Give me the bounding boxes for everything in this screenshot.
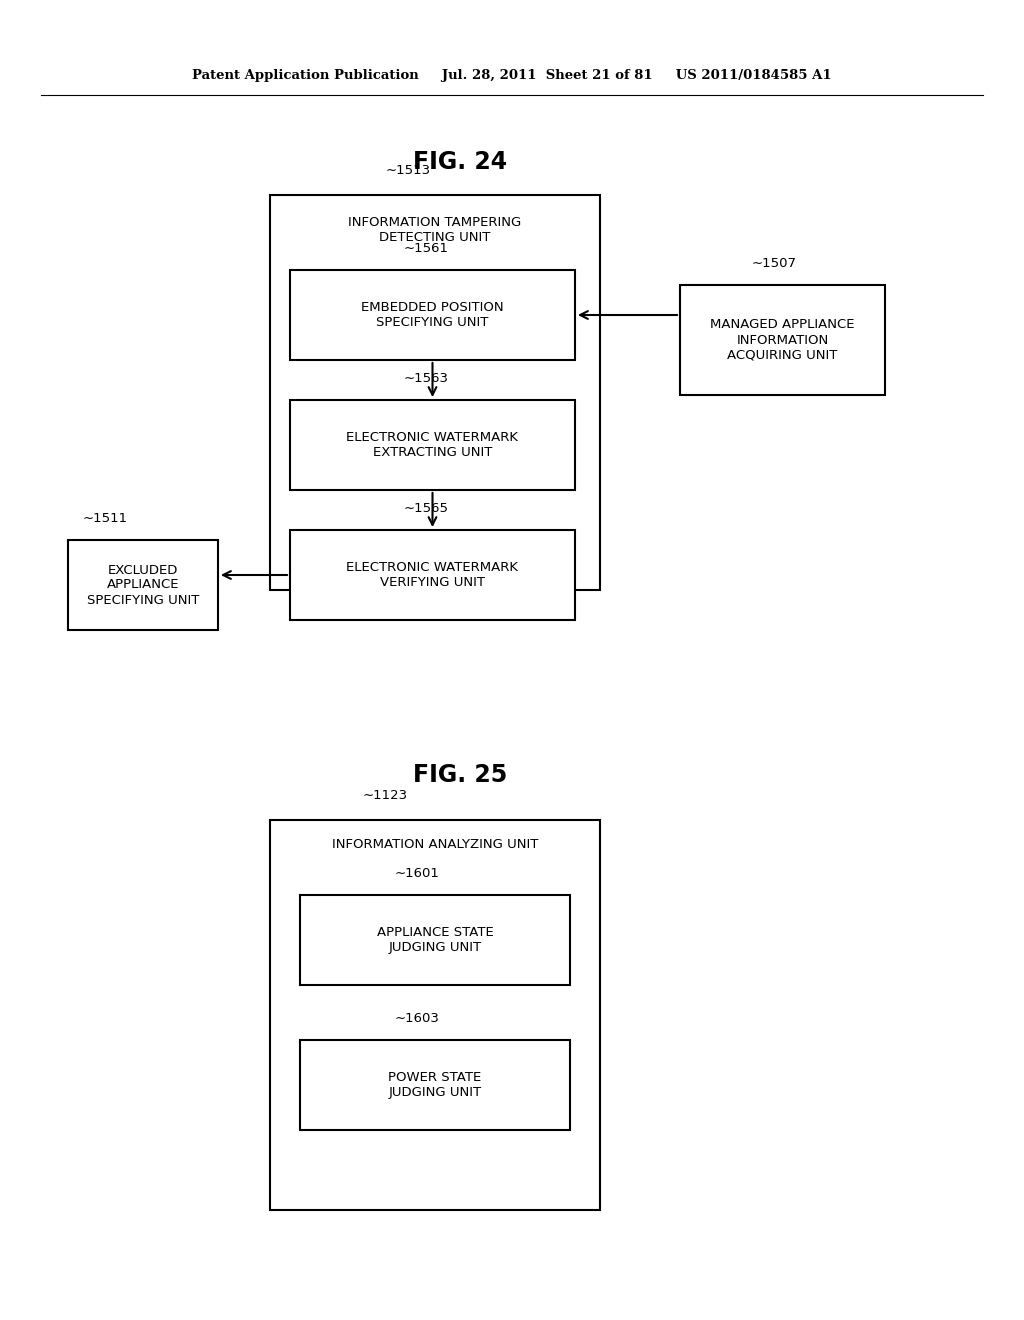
Text: ∼1561: ∼1561	[404, 242, 449, 255]
Bar	[300, 1040, 570, 1130]
Bar	[680, 285, 885, 395]
Text: POWER STATE
JUDGING UNIT: POWER STATE JUDGING UNIT	[388, 1071, 481, 1100]
Text: ∼1601: ∼1601	[394, 867, 439, 880]
Text: MANAGED APPLIANCE
INFORMATION
ACQUIRING UNIT: MANAGED APPLIANCE INFORMATION ACQUIRING …	[711, 318, 855, 362]
Text: ∼1603: ∼1603	[394, 1012, 439, 1026]
Bar	[290, 531, 575, 620]
Text: ELECTRONIC WATERMARK
EXTRACTING UNIT: ELECTRONIC WATERMARK EXTRACTING UNIT	[346, 432, 518, 459]
Text: ∼1513: ∼1513	[385, 164, 431, 177]
Text: ∼1511: ∼1511	[83, 512, 128, 525]
Text: EMBEDDED POSITION
SPECIFYING UNIT: EMBEDDED POSITION SPECIFYING UNIT	[361, 301, 504, 329]
Text: ∼1563: ∼1563	[404, 372, 449, 385]
Bar	[300, 895, 570, 985]
Text: APPLIANCE STATE
JUDGING UNIT: APPLIANCE STATE JUDGING UNIT	[377, 927, 494, 954]
Bar	[68, 540, 218, 630]
Text: Patent Application Publication     Jul. 28, 2011  Sheet 21 of 81     US 2011/018: Patent Application Publication Jul. 28, …	[193, 69, 831, 82]
Bar	[290, 271, 575, 360]
Text: ∼1565: ∼1565	[404, 502, 449, 515]
Text: ∼1123: ∼1123	[362, 789, 408, 803]
Text: EXCLUDED
APPLIANCE
SPECIFYING UNIT: EXCLUDED APPLIANCE SPECIFYING UNIT	[87, 564, 200, 606]
Bar	[270, 195, 600, 590]
Text: FIG. 25: FIG. 25	[413, 763, 507, 787]
Text: INFORMATION TAMPERING
DETECTING UNIT: INFORMATION TAMPERING DETECTING UNIT	[348, 216, 521, 244]
Text: ELECTRONIC WATERMARK
VERIFYING UNIT: ELECTRONIC WATERMARK VERIFYING UNIT	[346, 561, 518, 589]
Text: INFORMATION ANALYZING UNIT: INFORMATION ANALYZING UNIT	[332, 838, 539, 851]
Text: FIG. 24: FIG. 24	[413, 150, 507, 174]
Text: ∼1507: ∼1507	[752, 257, 797, 271]
Bar	[290, 400, 575, 490]
Bar	[270, 820, 600, 1210]
